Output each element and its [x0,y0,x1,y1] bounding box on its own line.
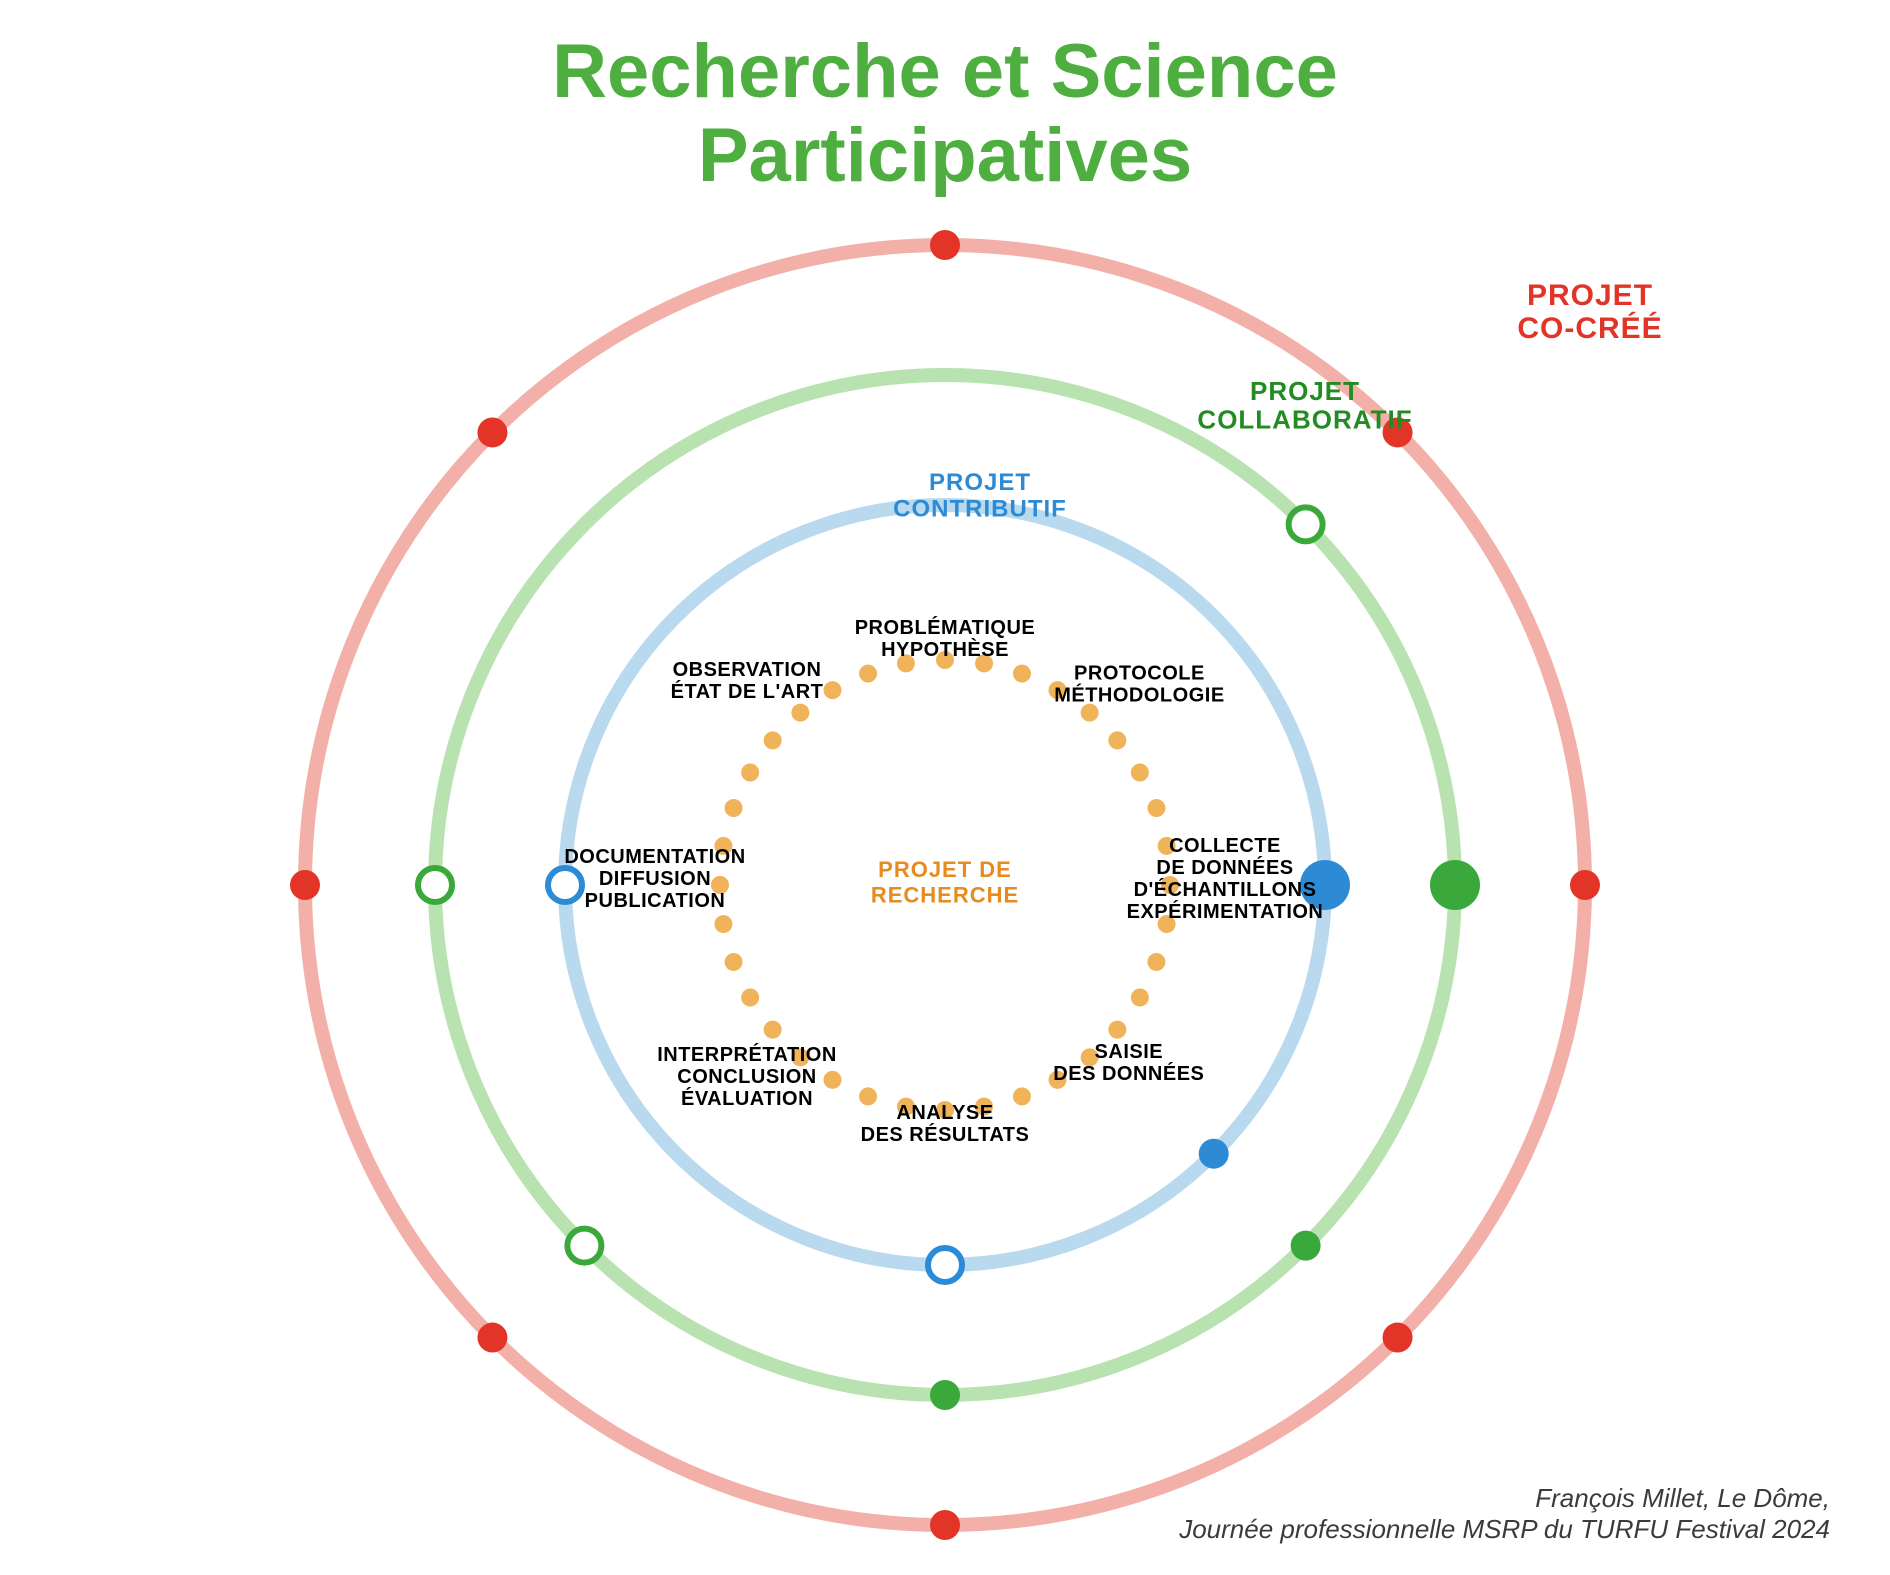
inner-dot [1147,953,1165,971]
ring-smalldot-collaboratif [930,1380,960,1410]
inner-dot [1147,799,1165,817]
inner-dot [1013,665,1031,683]
inner-dot [1013,1087,1031,1105]
ring-bigdot-collaboratif [1430,860,1480,910]
ring-hollowdot-collaboratif [1289,507,1323,541]
ring-hollowdot-collaboratif [567,1229,601,1263]
ring-dot-cocree [477,1323,507,1353]
step-label-7: OBSERVATIONÉTAT DE L'ART [671,659,824,703]
ring-dot-cocree [930,1510,960,1540]
step-label-2: COLLECTEDE DONNÉESD'ÉCHANTILLONSEXPÉRIME… [1127,835,1324,923]
step-label-0: PROBLÉMATIQUEHYPOTHÈSE [855,616,1036,661]
inner-dot [824,681,842,699]
ring-label-collaboratif: PROJETCOLLABORATIF [1197,376,1412,435]
inner-dot [725,799,743,817]
ring-dot-cocree [1383,1323,1413,1353]
inner-dot [741,989,759,1007]
inner-dot [741,764,759,782]
inner-dot [725,953,743,971]
ring-hollowdot-contributif [548,868,582,902]
ring-label-contributif: PROJETCONTRIBUTIF [893,469,1067,522]
step-label-3: SAISIEDES DONNÉES [1053,1041,1204,1085]
step-label-5: INTERPRÉTATIONCONCLUSIONÉVALUATION [657,1043,837,1110]
step-label-1: PROTOCOLEMÉTHODOLOGIE [1054,663,1224,707]
ring-hollowdot-collaboratif [418,868,452,902]
center-label: PROJET DERECHERCHE [871,857,1019,907]
inner-dot [859,665,877,683]
inner-dot [764,731,782,749]
inner-dot [1131,989,1149,1007]
inner-dot [714,915,732,933]
diagram-svg: PROJET DERECHERCHE PROBLÉMATIQUEHYPOTHÈS… [0,0,1890,1575]
inner-dot [1108,731,1126,749]
ring-dot-cocree [290,870,320,900]
ring-dot-cocree [1570,870,1600,900]
inner-dot [764,1021,782,1039]
ring-smalldot-contributif [1199,1139,1229,1169]
ring-dot-cocree [477,417,507,447]
ring-smalldot-collaboratif [1291,1231,1321,1261]
inner-dot [1131,764,1149,782]
inner-dot [1108,1021,1126,1039]
step-label-4: ANALYSEDES RÉSULTATS [861,1102,1030,1146]
attribution-text: François Millet, Le Dôme, Journée profes… [1179,1483,1830,1545]
inner-dot [859,1087,877,1105]
ring-labels: PROJETCO-CRÉÉ PROJETCOLLABORATIF PROJETCON… [893,279,1663,522]
ring-label-cocree: PROJETCO-CRÉÉ [1517,279,1662,345]
inner-dot [791,704,809,722]
ring-hollowdot-contributif [928,1248,962,1282]
ring-dot-cocree [930,230,960,260]
inner-dot [824,1071,842,1089]
